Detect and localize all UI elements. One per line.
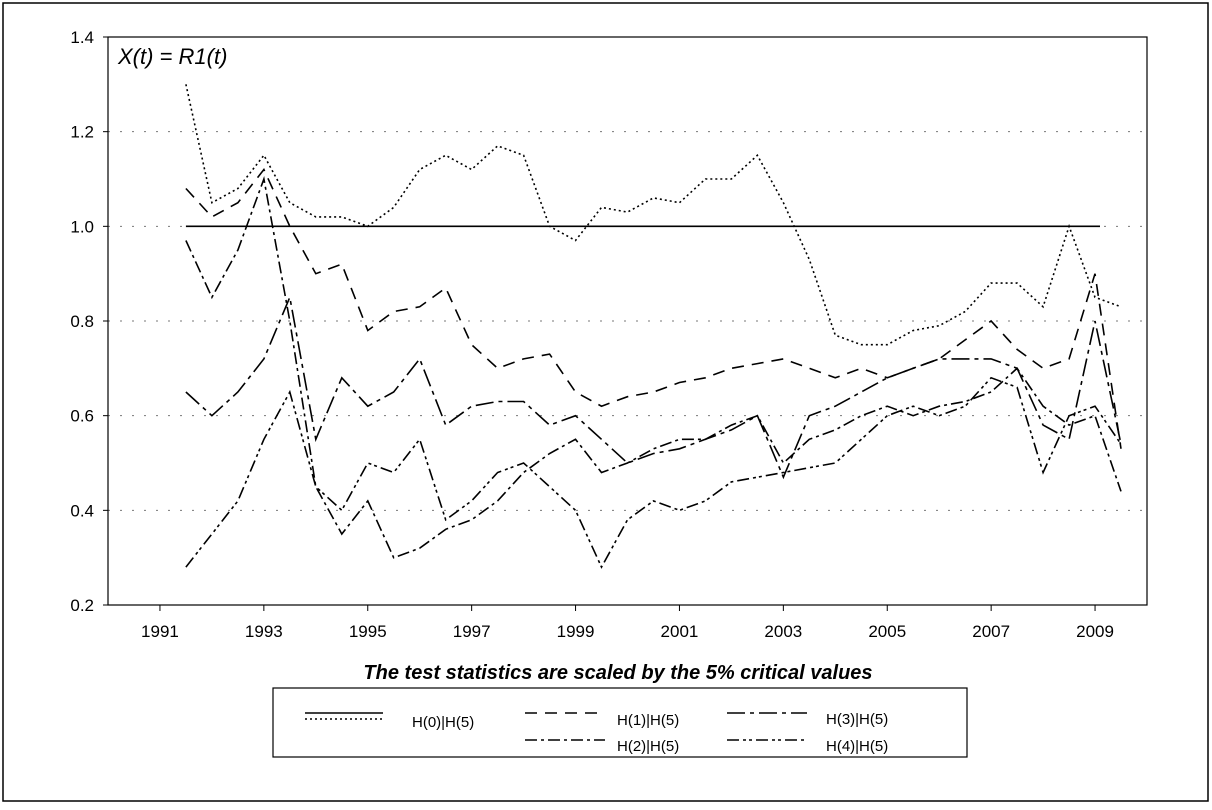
x-tick-label: 1993 [245, 622, 283, 641]
legend-label: H(0)|H(5) [412, 714, 474, 731]
annotation: X(t) = R1(t) [117, 44, 227, 69]
x-tick-label: 2003 [764, 622, 802, 641]
legend-label: H(4)|H(5) [826, 738, 888, 755]
x-tick-label: 1991 [141, 622, 179, 641]
x-axis-title: The test statistics are scaled by the 5%… [363, 662, 872, 684]
y-tick-label: 1.4 [70, 28, 94, 47]
legend [272, 687, 968, 758]
series-line [185, 376, 1122, 569]
x-tick-label: 1995 [349, 622, 387, 641]
y-tick-label: 0.8 [70, 312, 94, 331]
y-tick-label: 0.4 [70, 501, 94, 520]
x-tick-label: 2001 [661, 622, 699, 641]
x-tick-label: 2009 [1076, 622, 1114, 641]
x-tick-label: 2005 [868, 622, 906, 641]
series-line [185, 175, 1122, 559]
y-tick-label: 1.0 [70, 217, 94, 236]
series-line [185, 294, 1122, 480]
y-tick-label: 1.2 [70, 123, 94, 142]
legend-label: H(3)|H(5) [826, 711, 888, 728]
y-tick-label: 0.2 [70, 596, 94, 615]
series-line [185, 167, 1122, 449]
x-tick-label: 1999 [557, 622, 595, 641]
legend-label: H(1)|H(5) [617, 712, 679, 729]
legend-label: H(2)|H(5) [617, 738, 679, 755]
plot-frame [107, 36, 1148, 606]
x-tick-label: 1997 [453, 622, 491, 641]
x-tick-label: 2007 [972, 622, 1010, 641]
y-tick-label: 0.6 [70, 407, 94, 426]
